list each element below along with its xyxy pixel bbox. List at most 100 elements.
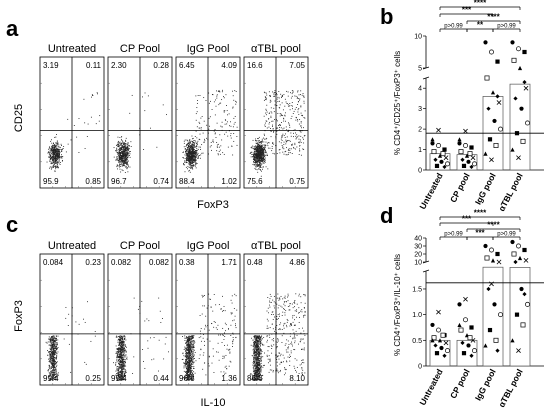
event-dot (183, 355, 185, 357)
event-dot (52, 373, 54, 375)
event-dot (225, 354, 227, 356)
event-dot (265, 108, 267, 110)
event-dot (193, 365, 195, 367)
event-dot (263, 137, 264, 139)
event-dot (218, 104, 220, 106)
event-dot (187, 373, 189, 375)
event-dot (127, 142, 129, 144)
event-dot (187, 370, 189, 372)
event-dot (194, 146, 196, 148)
event-dot (53, 356, 55, 358)
event-dot (120, 362, 122, 364)
event-dot (286, 136, 288, 138)
panel-a-y-axis-label: CD25 (13, 104, 25, 132)
event-dot (50, 348, 52, 350)
event-dot (191, 153, 193, 155)
event-dot (49, 153, 51, 155)
event-dot (260, 156, 262, 158)
event-dot (193, 362, 195, 364)
event-dot (52, 345, 54, 347)
event-dot (53, 352, 55, 353)
event-dot (193, 159, 195, 161)
event-dot (50, 163, 52, 165)
event-dot (186, 156, 188, 158)
event-dot (181, 359, 183, 360)
event-dot (53, 375, 55, 377)
event-dot (120, 348, 122, 350)
event-dot (293, 136, 294, 138)
event-dot (122, 144, 124, 146)
event-dot (122, 359, 124, 361)
event-dot (117, 145, 119, 147)
event-dot (53, 154, 55, 156)
event-dot (193, 354, 195, 356)
event-dot (123, 165, 125, 167)
event-dot (192, 350, 194, 352)
event-dot (254, 164, 256, 165)
event-dot (121, 372, 123, 374)
event-dot (187, 357, 189, 359)
event-dot (263, 155, 265, 157)
event-dot (269, 147, 271, 149)
event-dot (84, 361, 86, 363)
event-dot (231, 295, 233, 297)
event-dot (120, 143, 122, 145)
event-dot (283, 118, 285, 120)
event-dot (165, 336, 167, 338)
event-dot (191, 156, 193, 158)
event-dot (55, 142, 57, 144)
event-dot (187, 374, 189, 376)
event-dot (186, 357, 188, 359)
event-dot (52, 360, 53, 362)
event-dot (49, 150, 51, 152)
event-dot (189, 373, 191, 374)
event-dot (94, 335, 96, 337)
event-dot (57, 339, 59, 341)
event-dot (220, 308, 222, 310)
event-dot (63, 146, 65, 147)
event-dot (118, 158, 120, 160)
event-dot (202, 368, 204, 370)
event-dot (208, 153, 209, 155)
event-dot (53, 156, 55, 158)
event-dot (120, 171, 122, 173)
event-dot (49, 357, 51, 359)
event-dot (124, 165, 126, 167)
event-dot (260, 361, 262, 363)
event-dot (263, 153, 265, 155)
event-dot (303, 138, 304, 140)
event-dot (50, 362, 52, 364)
event-dot (259, 157, 261, 159)
event-dot (56, 140, 58, 142)
event-dot (49, 375, 51, 377)
quadrant-upper-right: 0.28 (153, 61, 169, 70)
event-dot (65, 317, 67, 319)
event-dot (192, 157, 193, 158)
event-dot (200, 148, 201, 150)
event-dot (218, 359, 220, 361)
event-dot (199, 127, 201, 129)
event-dot (123, 365, 125, 367)
event-dot (193, 155, 195, 157)
event-dot (52, 157, 54, 159)
event-dot (236, 309, 238, 311)
event-dot (255, 366, 257, 368)
event-dot (188, 346, 190, 348)
event-dot (192, 342, 194, 344)
event-dot (286, 147, 287, 149)
event-dot (117, 373, 119, 375)
event-dot (193, 153, 195, 155)
event-dot (300, 131, 302, 133)
event-dot (255, 363, 257, 365)
plot-title: CP Pool (120, 240, 160, 252)
event-dot (123, 339, 125, 341)
event-dot (256, 147, 258, 149)
event-dot (125, 346, 127, 348)
event-dot (189, 366, 191, 368)
event-dot (118, 156, 120, 157)
event-dot (53, 339, 55, 341)
event-dot (186, 354, 188, 356)
event-dot (123, 155, 125, 157)
event-dot (191, 374, 192, 376)
event-dot (299, 150, 301, 152)
